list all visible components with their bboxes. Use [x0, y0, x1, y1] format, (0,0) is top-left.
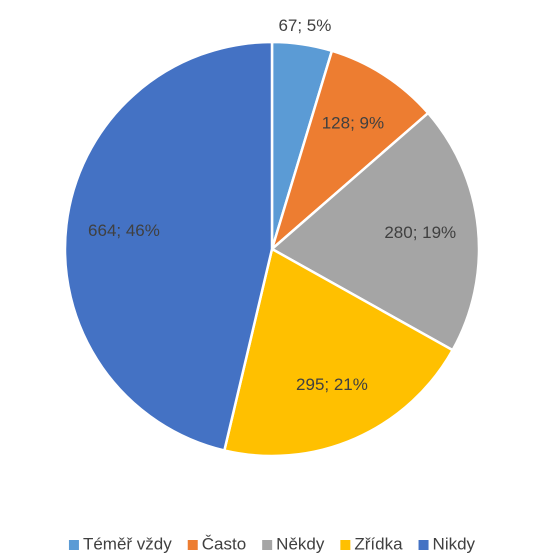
data-label: 664; 46% [88, 221, 160, 240]
legend-swatch [418, 540, 429, 550]
legend-label: Nikdy [433, 534, 476, 553]
pie-slice [63, 40, 274, 452]
data-label: 67; 5% [278, 16, 331, 35]
data-label: 280; 19% [384, 223, 456, 242]
legend-swatch [340, 540, 351, 550]
pie-slice [222, 247, 455, 458]
pie-slice [269, 111, 481, 352]
legend-label: Někdy [276, 534, 325, 553]
legend-swatch [187, 540, 198, 550]
data-label: 128; 9% [322, 113, 384, 132]
legend: Téměř vždy Často Někdy Zřídka Nikdy [68, 534, 476, 553]
legend-label: Často [202, 534, 246, 553]
data-label: 295; 21% [296, 375, 368, 394]
legend-label: Téměř vždy [83, 534, 172, 553]
legend-swatch [68, 540, 79, 550]
pie-slice [269, 49, 430, 253]
legend-label: Zřídka [354, 534, 403, 553]
legend-swatch [262, 540, 273, 550]
